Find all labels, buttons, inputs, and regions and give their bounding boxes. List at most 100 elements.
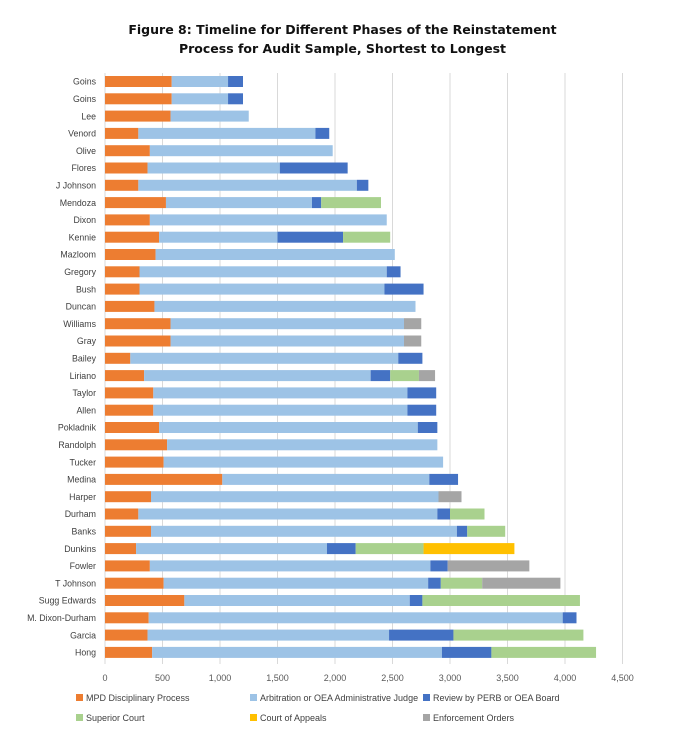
bar-segment — [105, 456, 164, 468]
bar-segment — [321, 197, 381, 209]
bar-segment — [171, 93, 229, 105]
bar-segment — [151, 525, 457, 537]
bar-segment — [159, 422, 418, 433]
bar-segment — [447, 560, 530, 572]
bar-segment — [138, 127, 316, 139]
bar-segment — [456, 525, 468, 537]
category-label: Medina — [67, 475, 96, 485]
bar-segment — [430, 560, 448, 572]
bar-segment — [105, 577, 164, 589]
bar-segment — [417, 422, 438, 433]
bar-segment — [384, 283, 424, 295]
bar-segment — [138, 508, 438, 520]
category-label: Hong — [75, 648, 96, 658]
category-label: Goins — [73, 94, 97, 104]
legend-label: Enforcement Orders — [433, 713, 515, 723]
bar-segment — [149, 214, 387, 226]
category-label: Tucker — [69, 457, 96, 467]
bar-segment — [105, 646, 153, 658]
bar-segment — [279, 162, 348, 174]
bar-segment — [105, 595, 185, 606]
bar-segment — [147, 629, 390, 641]
category-label: Dunkins — [64, 544, 96, 554]
bar-segment — [105, 387, 154, 399]
legend-swatch — [250, 694, 257, 701]
bar-segment — [277, 231, 344, 243]
bar-segment — [170, 110, 249, 122]
legend-label: Review by PERB or OEA Board — [433, 693, 560, 703]
bar-segment — [491, 646, 597, 658]
category-label: Flores — [72, 163, 97, 173]
bar-segment — [163, 577, 429, 589]
bar-segment — [407, 387, 437, 399]
bar-segment — [105, 370, 145, 382]
bar-segment — [105, 422, 160, 433]
bar-segment — [184, 595, 410, 606]
bar-segment — [105, 612, 149, 624]
bar-segment — [404, 335, 422, 347]
bar-segment — [428, 577, 441, 589]
bar-segment — [407, 404, 437, 416]
category-label: T Johnson — [55, 578, 96, 588]
bar-segment — [163, 456, 444, 468]
bar-segment — [105, 283, 140, 295]
bar-segment — [152, 646, 442, 658]
legend-swatch — [76, 694, 83, 701]
x-tick-label: 3,000 — [439, 673, 462, 683]
bar-segment — [105, 127, 139, 139]
bar-segment — [105, 560, 150, 572]
bar-segment — [312, 197, 322, 209]
bar-segment — [398, 352, 423, 364]
category-label: Dixon — [74, 215, 97, 225]
bar-segment — [222, 473, 430, 485]
bar-segment — [370, 370, 391, 382]
bar-segment — [105, 318, 171, 330]
bar-segment — [105, 145, 150, 157]
bar-segment — [155, 249, 395, 260]
legend-label: Court of Appeals — [260, 713, 327, 723]
bar-segment — [170, 318, 404, 330]
bar-segment — [105, 76, 172, 87]
category-label: Taylor — [73, 388, 97, 398]
category-label: Goins — [73, 77, 97, 87]
bar-segment — [153, 387, 408, 399]
bar-segment — [422, 595, 580, 606]
bar-segment — [105, 491, 151, 503]
category-label: Williams — [63, 319, 96, 329]
bar-segment — [105, 214, 150, 226]
bar-segment — [105, 525, 151, 537]
bar-segment — [440, 577, 483, 589]
bar-segment — [105, 352, 131, 364]
x-tick-label: 4,000 — [554, 673, 577, 683]
bar-segment — [315, 127, 330, 139]
category-label: Harper — [69, 492, 96, 502]
bar-segment — [105, 110, 171, 122]
bar-segment — [482, 577, 561, 589]
chart-title-line-2: Process for Audit Sample, Shortest to Lo… — [178, 41, 507, 56]
bar-segment — [148, 612, 563, 624]
x-tick-label: 0 — [102, 673, 107, 683]
x-tick-label: 1,000 — [209, 673, 232, 683]
category-label: Kennie — [69, 232, 96, 242]
bar-segment — [105, 473, 223, 485]
bar-segment — [404, 318, 422, 330]
bar-segment — [165, 197, 312, 209]
bar-segment — [409, 595, 423, 606]
category-label: Banks — [72, 527, 97, 537]
bar-segment — [105, 508, 139, 520]
category-label: J Johnson — [56, 181, 96, 191]
category-label: Bush — [76, 284, 96, 294]
bar-segment — [467, 525, 506, 537]
category-label: Bailey — [72, 354, 97, 364]
category-label: Sugg Edwards — [39, 596, 97, 606]
bar-segment — [105, 179, 139, 191]
bar-segment — [105, 197, 166, 209]
bar-segment — [437, 508, 450, 520]
x-tick-label: 4,500 — [611, 673, 634, 683]
legend-swatch — [423, 694, 430, 701]
bar-segment — [159, 231, 278, 243]
bar-segment — [105, 162, 148, 174]
bar-segment — [105, 335, 171, 347]
category-label: Durham — [65, 509, 96, 519]
